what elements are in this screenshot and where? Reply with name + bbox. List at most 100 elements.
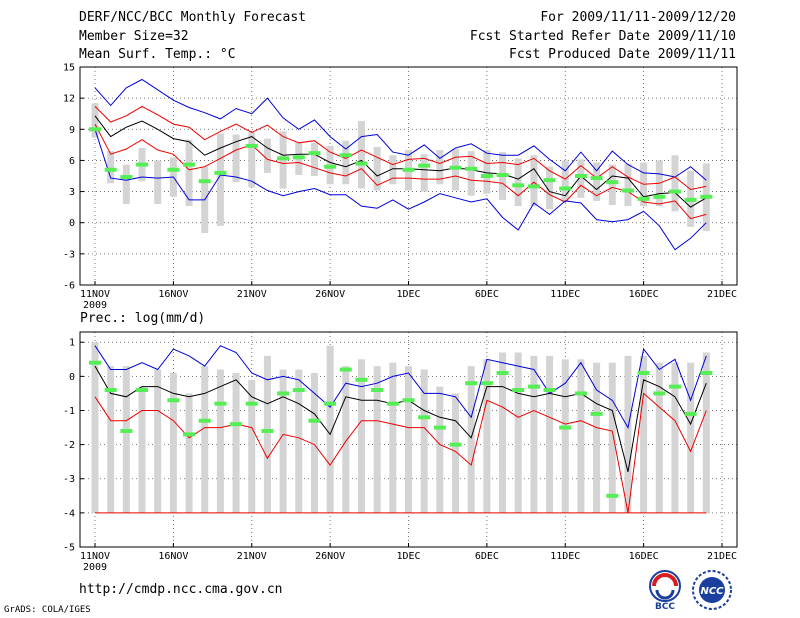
distribution-bar [561, 160, 569, 202]
observation-marker [136, 162, 149, 167]
observation-marker [245, 143, 258, 148]
distribution-bar [107, 151, 115, 184]
x-tick-label: 1DEC [396, 289, 420, 300]
distribution-bar [263, 138, 271, 173]
x-tick-label: 11DEC [550, 551, 580, 562]
distribution-bar [655, 362, 663, 513]
observation-marker [355, 161, 368, 166]
observation-marker [324, 401, 337, 406]
observation-marker [684, 197, 697, 202]
observation-marker [355, 377, 368, 382]
distribution-bar [420, 369, 428, 513]
observation-marker [465, 381, 478, 386]
distribution-bar [138, 386, 146, 513]
y-tick-label: 9 [69, 125, 75, 136]
distribution-bar [185, 393, 193, 513]
y-tick-label: 3 [69, 187, 75, 198]
x-tick-label: 6DEC [475, 289, 499, 300]
member-size: Member Size=32 [79, 29, 189, 44]
x-tick-label: 16NOV [158, 289, 188, 300]
x-tick-label: 11NOV [80, 289, 110, 300]
distribution-bar [357, 120, 365, 189]
observation-marker [621, 188, 634, 193]
distribution-bar [546, 166, 554, 210]
observation-marker [512, 388, 525, 393]
distribution-bar [561, 359, 569, 513]
y-tick-label: -4 [63, 508, 75, 519]
observation-marker [277, 391, 290, 396]
x-tick-label: 16DEC [629, 551, 659, 562]
distribution-bar [295, 369, 303, 513]
distribution-bar [530, 155, 538, 207]
observation-marker [668, 189, 681, 194]
y-tick-label: -3 [63, 474, 75, 485]
distribution-bar [373, 146, 381, 191]
distribution-bar [248, 379, 256, 513]
observation-marker [496, 172, 509, 177]
observation-marker [574, 174, 587, 178]
observation-marker [386, 401, 399, 406]
observation-marker [480, 381, 493, 386]
distribution-bar [577, 359, 585, 513]
distribution-bar [357, 359, 365, 513]
observation-marker [465, 166, 478, 171]
observation-marker [590, 411, 603, 416]
distribution-bar [279, 369, 287, 513]
distribution-bar [389, 362, 397, 513]
observation-marker [559, 425, 572, 430]
observation-marker [214, 401, 227, 406]
x-tick-label: 26NOV [315, 289, 345, 300]
distribution-bar [671, 155, 679, 212]
produced-date: Fcst Produced Date 2009/11/11 [509, 47, 736, 62]
distribution-bar [326, 345, 334, 513]
distribution-bar [169, 372, 177, 513]
distribution-bar [593, 162, 601, 201]
observation-marker [198, 418, 211, 423]
observation-marker [449, 165, 462, 170]
observation-marker [433, 425, 446, 430]
distribution-bar [546, 355, 554, 513]
y-tick-label: 0 [69, 372, 75, 383]
distribution-bar [373, 366, 381, 513]
distribution-bar [467, 151, 475, 196]
distribution-bar [248, 132, 256, 188]
observation-marker [637, 370, 650, 375]
y-tick-label: 1 [69, 338, 75, 349]
distribution-bar [640, 355, 648, 513]
distribution-bar [593, 362, 601, 513]
observation-marker [512, 183, 525, 188]
x-tick-label: 21DEC [707, 551, 737, 562]
observation-marker [371, 388, 384, 393]
observation-marker [590, 176, 603, 181]
distribution-bar [185, 139, 193, 207]
observation-marker [527, 384, 540, 389]
observation-marker [324, 164, 337, 169]
distribution-bar [154, 160, 162, 205]
x-tick-label: 16DEC [629, 289, 659, 300]
series-line-max [94, 78, 707, 181]
observation-marker [543, 388, 556, 393]
observation-marker [277, 156, 290, 161]
series-line-max [94, 345, 707, 430]
start-date: Fcst Started Refer Date 2009/11/10 [469, 29, 736, 44]
distribution-bar [702, 352, 710, 513]
distribution-bar [201, 366, 209, 513]
footer-url[interactable]: http://cmdp.ncc.cma.gov.cn [79, 582, 283, 597]
distribution-bar [671, 362, 679, 513]
x-tick-year: 2009 [83, 562, 107, 573]
series-line-min [94, 129, 707, 251]
bcc-logo: BCC [649, 570, 681, 612]
distribution-bar [263, 355, 271, 513]
precip-chart-title: Prec.: log(mm/d) [80, 311, 205, 326]
y-tick-label: -6 [63, 281, 75, 292]
distribution-bar [436, 386, 444, 513]
observation-marker [292, 155, 305, 160]
distribution-bar [624, 355, 632, 513]
observation-marker [214, 170, 227, 175]
distribution-bar [154, 369, 162, 513]
x-tick-label: 6DEC [475, 551, 499, 562]
observation-marker [136, 388, 149, 393]
observation-marker [167, 398, 180, 403]
observation-marker [653, 391, 666, 396]
variable-label: Mean Surf. Temp.: °C [79, 47, 236, 62]
